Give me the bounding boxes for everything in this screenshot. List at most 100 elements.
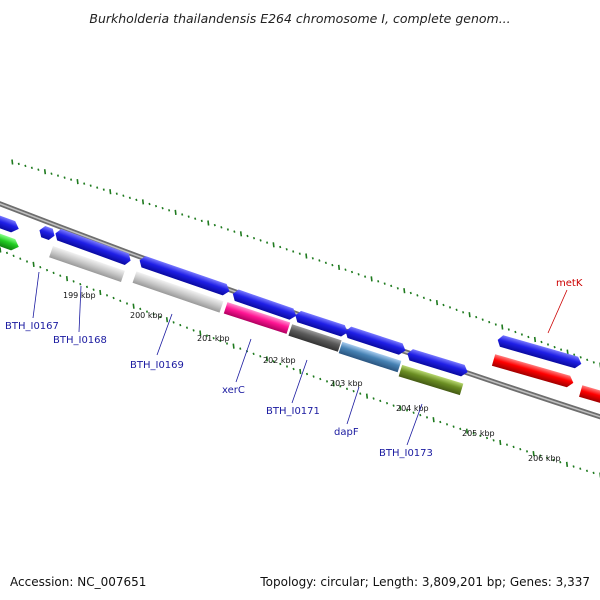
gc-tick [365, 393, 369, 399]
gc-tick [272, 360, 275, 363]
gc-tick [174, 209, 177, 215]
gc-tick [312, 375, 315, 378]
gene-block-BTH_I0168[interactable] [49, 245, 125, 283]
gc-tick [352, 389, 355, 393]
gc-tick [79, 282, 82, 286]
gc-tick [85, 285, 89, 289]
gc-tick [379, 399, 382, 403]
gene-arrow-BTH_I0167[interactable] [37, 225, 56, 242]
gc-tick [520, 333, 523, 336]
gc-tick [285, 248, 288, 251]
gc-tick [152, 313, 155, 316]
gc-tick [25, 260, 29, 263]
gene-label-dapF[interactable]: dapF [334, 427, 359, 438]
gc-tick [233, 230, 236, 233]
gene-label-xerC[interactable]: xerC [222, 385, 245, 396]
gc-tick [419, 413, 422, 417]
gc-tick [539, 454, 542, 457]
gc-tick [519, 447, 522, 451]
gc-tick [299, 368, 302, 375]
gc-tick [161, 206, 164, 210]
gc-tick [532, 451, 535, 457]
gene-label-BTH_I0171[interactable]: BTH_I0171 [266, 406, 320, 417]
gc-tick [102, 188, 105, 191]
gene-arrow-BTH_I0169[interactable] [138, 255, 232, 297]
gc-tick [533, 336, 537, 343]
gc-tick [45, 268, 49, 272]
gc-tick [39, 265, 42, 269]
gene-arrow-metK[interactable] [491, 354, 575, 388]
scale-label: 199 kbp [63, 291, 96, 300]
gc-tick [545, 456, 549, 460]
gc-tick [512, 445, 515, 449]
gc-tick [416, 294, 419, 297]
gc-tick [159, 315, 162, 319]
gene-arrow-xerC-forward[interactable] [231, 288, 298, 321]
gc-tick [332, 381, 335, 387]
gene-arrow-metK-forward[interactable] [496, 334, 583, 370]
footer-topology: Topology: circular; Length: 3,809,201 bp… [260, 575, 590, 589]
gc-tick [128, 196, 131, 200]
gene-block-BTH_I0169[interactable] [132, 271, 224, 313]
gc-tick [56, 174, 60, 177]
gc-tick [96, 186, 99, 189]
gc-tick [390, 284, 393, 288]
gene-block-right-edge[interactable] [579, 385, 600, 407]
gc-tick [194, 217, 197, 220]
gc-tick [405, 409, 409, 412]
gene-label-metK[interactable]: metK [556, 278, 583, 289]
gc-tick [5, 251, 9, 255]
gc-tick [514, 330, 517, 334]
gc-tick [350, 270, 354, 274]
gc-tick [492, 439, 495, 442]
gc-tick [540, 340, 543, 344]
gc-tick [499, 439, 502, 446]
gc-tick [239, 347, 242, 350]
gene-arrow-BTH_I0168[interactable] [53, 228, 132, 267]
scale-label: 206 kbp [528, 454, 561, 463]
gc-tick [324, 261, 327, 265]
gene-arrow-left-edge-green [0, 227, 19, 251]
gc-tick [455, 308, 458, 312]
gc-tick [481, 318, 484, 321]
gene-block-BTH_I0173[interactable] [398, 364, 464, 396]
gene-arrow-BTH_I0173-forward[interactable] [406, 348, 470, 378]
gc-tick [475, 315, 478, 319]
gene-block-xerC[interactable] [223, 302, 291, 334]
gc-tick [501, 324, 504, 330]
gene-label-BTH_I0169[interactable]: BTH_I0169 [130, 360, 184, 371]
gc-tick [259, 239, 262, 242]
gc-tick [37, 168, 40, 171]
gene-label-BTH_I0168[interactable]: BTH_I0168 [53, 335, 107, 346]
gc-tick [318, 259, 321, 262]
gc-tick [298, 252, 301, 255]
gc-tick [325, 380, 329, 383]
gc-tick [219, 339, 222, 343]
gc-tick [479, 434, 482, 438]
gene-block-BTH_I0171[interactable] [288, 324, 342, 352]
forward-strand [0, 209, 583, 378]
gc-tick [139, 307, 142, 311]
gc-tick [272, 242, 275, 248]
gene-label-BTH_I0173[interactable]: BTH_I0173 [379, 448, 433, 459]
gene-arrow-BTH_I0171-forward[interactable] [294, 310, 350, 338]
genome-backbone-highlight [0, 203, 600, 418]
gc-tick [552, 458, 555, 462]
gc-tick [527, 335, 530, 339]
gene-block-dapF[interactable] [338, 341, 402, 373]
gc-tick [337, 264, 341, 270]
gc-tick [0, 247, 2, 253]
gc-tick [448, 306, 452, 309]
gc-tick [439, 420, 442, 424]
map-title: Burkholderia thailandensis E264 chromoso… [89, 11, 511, 26]
scale-label: 204 kbp [396, 404, 429, 413]
gc-tick [305, 372, 309, 376]
gc-tick [119, 299, 122, 303]
gene-label-BTH_I0167[interactable]: BTH_I0167 [5, 321, 59, 332]
gene-arrow-dapF-forward[interactable] [344, 325, 408, 356]
gc-tick [246, 234, 249, 238]
gc-tick [187, 215, 190, 218]
gc-tick [112, 296, 115, 300]
gc-tick [383, 282, 386, 285]
